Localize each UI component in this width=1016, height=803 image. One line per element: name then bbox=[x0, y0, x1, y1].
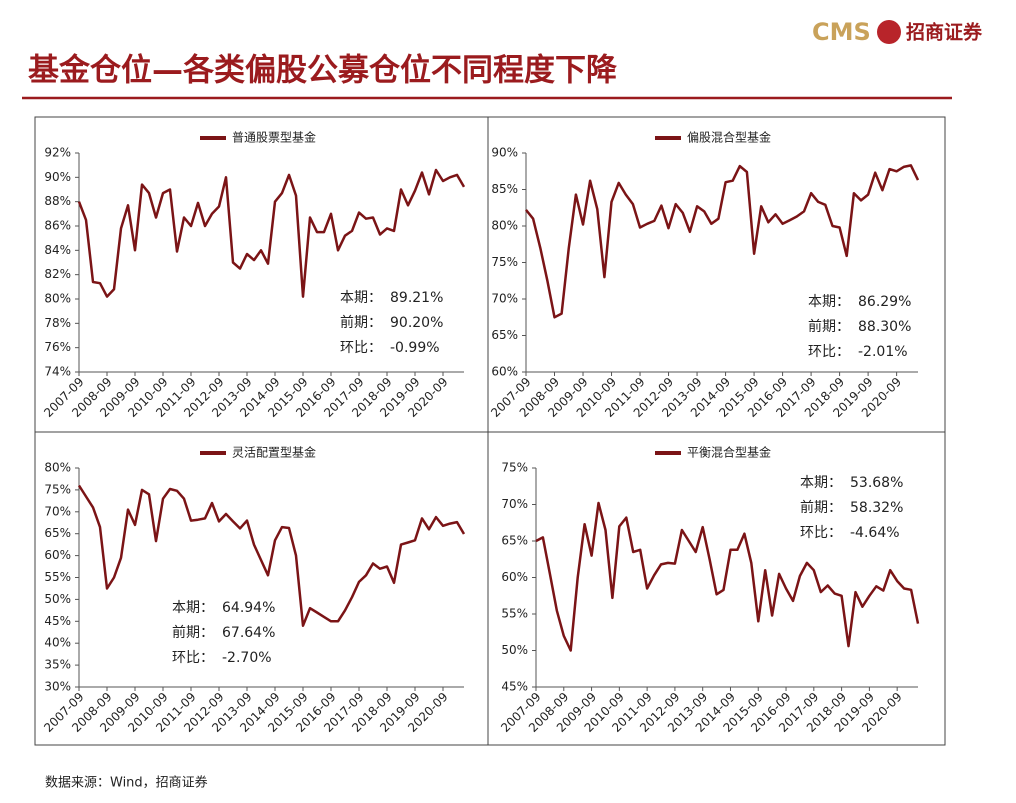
series-line bbox=[77, 484, 466, 627]
y-tick-label: 80% bbox=[44, 292, 71, 306]
stat-value: 86.29% bbox=[858, 294, 911, 310]
stat-label: 本期： bbox=[800, 475, 842, 491]
stat-label: 前期： bbox=[808, 318, 850, 335]
y-tick-label: 60% bbox=[501, 570, 528, 584]
stat-label: 环比： bbox=[340, 340, 382, 356]
series-line bbox=[77, 168, 466, 298]
y-tick-label: 90% bbox=[44, 170, 71, 184]
legend-label: 偏股混合型基金 bbox=[687, 130, 771, 145]
y-tick-label: 84% bbox=[44, 243, 71, 257]
y-tick-label: 82% bbox=[44, 267, 71, 281]
stat-value: 90.20% bbox=[390, 315, 443, 331]
stat-label: 本期： bbox=[340, 290, 382, 306]
legend-label: 普通股票型基金 bbox=[232, 130, 316, 145]
y-tick-label: 55% bbox=[44, 570, 71, 584]
y-tick-label: 65% bbox=[501, 534, 528, 548]
y-tick-label: 75% bbox=[44, 482, 71, 496]
y-tick-label: 78% bbox=[44, 316, 71, 330]
y-tick-label: 35% bbox=[44, 658, 71, 672]
stat-label: 环比： bbox=[172, 650, 214, 666]
logo-icon bbox=[877, 20, 901, 44]
logo-text: CMS bbox=[812, 18, 871, 46]
y-tick-label: 45% bbox=[44, 614, 71, 628]
y-tick-label: 75% bbox=[491, 255, 518, 269]
y-tick-label: 40% bbox=[44, 636, 71, 650]
y-tick-label: 50% bbox=[501, 643, 528, 657]
y-tick-label: 60% bbox=[44, 548, 71, 562]
slide-title: 基金仓位—各类偏股公募仓位不同程度下降 bbox=[28, 53, 618, 89]
y-tick-label: 90% bbox=[491, 146, 518, 160]
stat-label: 本期： bbox=[172, 600, 214, 616]
stat-label: 前期： bbox=[340, 314, 382, 331]
y-tick-label: 45% bbox=[501, 680, 528, 694]
y-tick-label: 85% bbox=[491, 182, 518, 196]
stat-value: 89.21% bbox=[390, 290, 443, 306]
y-tick-label: 55% bbox=[501, 607, 528, 621]
stat-value: 88.30% bbox=[858, 319, 911, 335]
stat-value: -4.64% bbox=[850, 525, 900, 541]
source-note: 数据来源：Wind，招商证券 bbox=[45, 775, 208, 791]
stat-label: 环比： bbox=[800, 525, 842, 541]
y-tick-label: 92% bbox=[44, 146, 71, 160]
y-tick-label: 65% bbox=[491, 328, 518, 342]
stat-value: -2.70% bbox=[222, 650, 272, 666]
stat-value: 58.32% bbox=[850, 500, 903, 516]
y-tick-label: 86% bbox=[44, 219, 71, 233]
y-tick-label: 80% bbox=[44, 461, 71, 475]
stat-value: 67.64% bbox=[222, 625, 275, 641]
y-tick-label: 76% bbox=[44, 340, 71, 354]
y-tick-label: 80% bbox=[491, 219, 518, 233]
stat-label: 本期： bbox=[808, 294, 850, 310]
series-line bbox=[535, 501, 920, 652]
y-tick-label: 70% bbox=[44, 504, 71, 518]
y-tick-label: 65% bbox=[44, 526, 71, 540]
stat-value: 53.68% bbox=[850, 475, 903, 491]
y-tick-label: 60% bbox=[491, 365, 518, 379]
stat-label: 环比： bbox=[808, 344, 850, 360]
stat-value: 64.94% bbox=[222, 600, 275, 616]
stat-value: -0.99% bbox=[390, 340, 440, 356]
y-tick-label: 70% bbox=[501, 497, 528, 511]
y-tick-label: 74% bbox=[44, 365, 71, 379]
stat-label: 前期： bbox=[800, 499, 842, 516]
y-tick-label: 70% bbox=[491, 292, 518, 306]
logo-cn: 招商证券 bbox=[906, 21, 983, 44]
series-line bbox=[525, 164, 920, 319]
legend-label: 平衡混合型基金 bbox=[687, 445, 771, 460]
y-tick-label: 50% bbox=[44, 592, 71, 606]
y-tick-label: 75% bbox=[501, 461, 528, 475]
y-tick-label: 30% bbox=[44, 680, 71, 694]
stat-label: 前期： bbox=[172, 624, 214, 641]
legend-label: 灵活配置型基金 bbox=[232, 445, 316, 460]
y-tick-label: 88% bbox=[44, 194, 71, 208]
panel-frame bbox=[34, 116, 946, 746]
stat-value: -2.01% bbox=[858, 344, 908, 360]
